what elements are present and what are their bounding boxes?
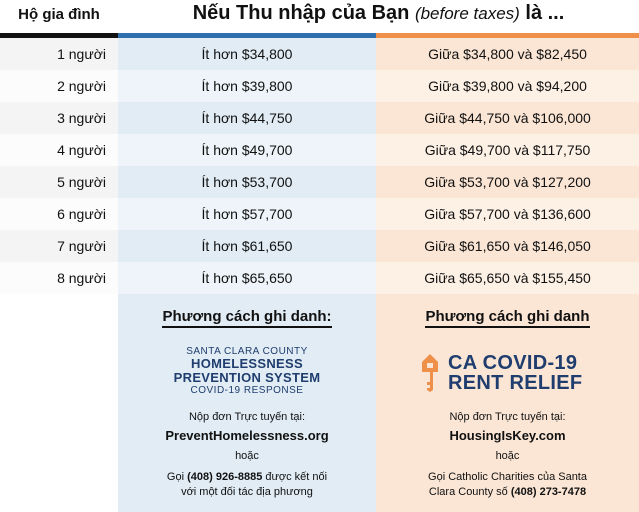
household-cell: 3 người bbox=[0, 102, 118, 134]
less-than-cell: Ít hơn $57,700 bbox=[118, 198, 376, 230]
between-cell: Giữa $61,650 và $146,050 bbox=[376, 230, 639, 262]
less-than-cell: Ít hơn $39,800 bbox=[118, 70, 376, 102]
less-than-cell: Ít hơn $34,800 bbox=[118, 38, 376, 70]
between-cell: Giữa $57,700 và $136,600 bbox=[376, 198, 639, 230]
call-instructions: Gọi Catholic Charities của Santa Clara C… bbox=[428, 471, 587, 498]
table-row: 7 người Ít hơn $61,650 Giữa $61,650 và $… bbox=[0, 230, 639, 262]
household-cell: 1 người bbox=[0, 38, 118, 70]
apply-online-label: Nộp đơn Trực tuyến tại: bbox=[188, 411, 306, 423]
header-rule-black bbox=[0, 33, 118, 38]
less-than-cell: Ít hơn $49,700 bbox=[118, 134, 376, 166]
prevent-homelessness-link[interactable]: PreventHomelessness.org bbox=[165, 428, 329, 443]
table-row: 8 người Ít hơn $65,650 Giữa $65,650 và $… bbox=[0, 262, 639, 294]
table-row: 2 người Ít hơn $39,800 Giữa $39,800 và $… bbox=[0, 70, 639, 102]
enrollment-panel-rent-relief: Phương cách ghi danh CA COVID-19 RENT RE… bbox=[376, 294, 639, 512]
header-rule-blue bbox=[118, 33, 376, 38]
header-rule-orange bbox=[376, 33, 639, 38]
table-row: 4 người Ít hơn $49,700 Giữa $49,700 và $… bbox=[0, 134, 639, 166]
household-cell: 5 người bbox=[0, 166, 118, 198]
household-cell: 8 người bbox=[0, 262, 118, 294]
housing-is-key-link[interactable]: HousingIsKey.com bbox=[449, 428, 566, 443]
income-header: Nếu Thu nhập của Bạn (before taxes) là .… bbox=[118, 2, 639, 25]
household-cell: 4 người bbox=[0, 134, 118, 166]
call-instructions: Gọi (408) 926-8885 được kết nối với một … bbox=[166, 471, 328, 498]
between-cell: Giữa $53,700 và $127,200 bbox=[376, 166, 639, 198]
table-row: 6 người Ít hơn $57,700 Giữa $57,700 và $… bbox=[0, 198, 639, 230]
phone-number: (408) 926-8885 bbox=[187, 471, 263, 483]
table-row: 3 người Ít hơn $44,750 Giữa $44,750 và $… bbox=[0, 102, 639, 134]
key-house-icon bbox=[422, 354, 438, 392]
table-row: 1 người Ít hơn $34,800 Giữa $34,800 và $… bbox=[0, 38, 639, 70]
household-cell: 7 người bbox=[0, 230, 118, 262]
table-row: 5 người Ít hơn $53,700 Giữa $53,700 và $… bbox=[0, 166, 639, 198]
table-header: Hộ gia đình Nếu Thu nhập của Bạn (before… bbox=[0, 0, 639, 33]
income-header-italic: (before taxes) bbox=[414, 4, 520, 23]
household-header: Hộ gia đình bbox=[18, 6, 100, 23]
enrollment-panel-homelessness: Phương cách ghi danh: SANTA CLARA COUNTY… bbox=[118, 294, 376, 512]
less-than-cell: Ít hơn $65,650 bbox=[118, 262, 376, 294]
less-than-cell: Ít hơn $53,700 bbox=[118, 166, 376, 198]
panel-title: Phương cách ghi danh bbox=[376, 308, 639, 328]
less-than-cell: Ít hơn $44,750 bbox=[118, 102, 376, 134]
ca-covid-rent-relief-logo: CA COVID-19 RENT RELIEF bbox=[420, 352, 600, 394]
household-cell: 2 người bbox=[0, 70, 118, 102]
or-text: hoặc bbox=[235, 450, 259, 462]
phone-number: (408) 273-7478 bbox=[510, 486, 587, 498]
between-cell: Giữa $49,700 và $117,750 bbox=[376, 134, 639, 166]
income-table: 1 người Ít hơn $34,800 Giữa $34,800 và $… bbox=[0, 38, 639, 294]
less-than-cell: Ít hơn $61,650 bbox=[118, 230, 376, 262]
homelessness-prevention-logo: SANTA CLARA COUNTY HOMELESSNESS PREVENTI… bbox=[173, 346, 321, 396]
between-cell: Giữa $39,800 và $94,200 bbox=[376, 70, 639, 102]
panel-title: Phương cách ghi danh: bbox=[118, 308, 376, 328]
income-header-suffix: là ... bbox=[525, 2, 565, 24]
apply-online-label: Nộp đơn Trực tuyến tại: bbox=[449, 411, 566, 423]
household-cell: 6 người bbox=[0, 198, 118, 230]
between-cell: Giữa $65,650 và $155,450 bbox=[376, 262, 639, 294]
between-cell: Giữa $34,800 và $82,450 bbox=[376, 38, 639, 70]
or-text: hoặc bbox=[495, 450, 520, 462]
between-cell: Giữa $44,750 và $106,000 bbox=[376, 102, 639, 134]
income-header-title: Nếu Thu nhập của Bạn bbox=[192, 2, 410, 24]
